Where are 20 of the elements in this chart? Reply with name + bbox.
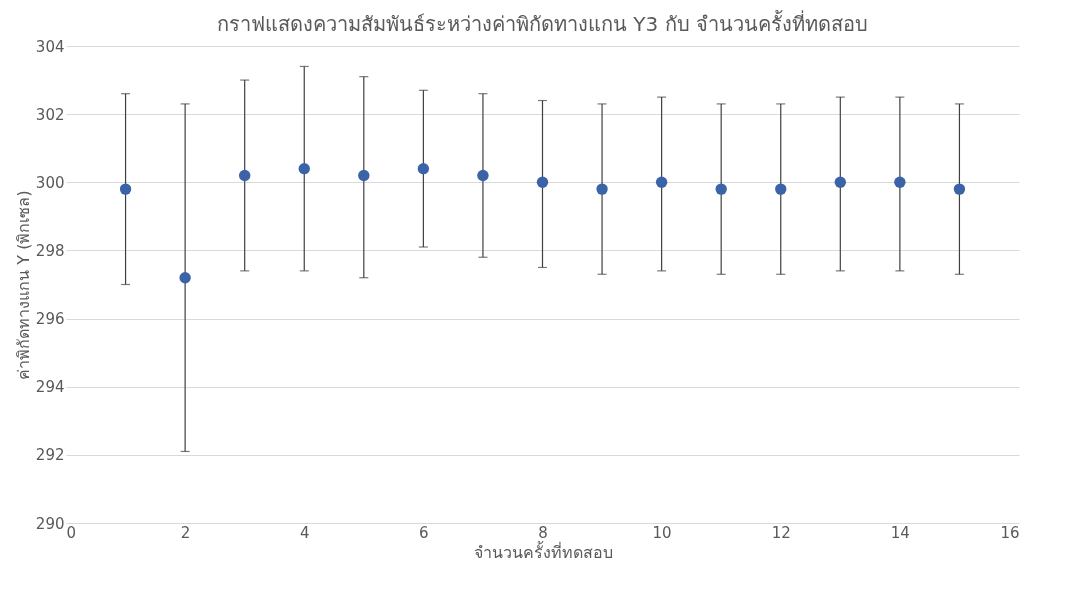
x-tick-label: 6 — [419, 523, 429, 542]
y-tick-label: 302 — [35, 105, 65, 124]
x-tick-label: 8 — [538, 523, 548, 542]
x-tick-label: 0 — [66, 523, 77, 542]
y-tick-label: 296 — [35, 310, 65, 329]
x-tick-label: 16 — [1000, 523, 1020, 542]
x-tick-label: 10 — [652, 523, 672, 542]
y-tick-label: 292 — [35, 446, 65, 465]
x-tick-label: 2 — [180, 523, 191, 542]
x-tick-label: 14 — [890, 523, 910, 542]
chart-title: กราฟแสดงความสัมพันธ์ระหว่างค่าพิกัดทางแกน Y3 กับ จำนวนครั้งที่ทดสอบ — [216, 10, 869, 36]
y-tick-label: 294 — [35, 378, 65, 397]
y-tick-label: 304 — [35, 37, 65, 56]
x-axis-title: จำนวนครั้งที่ทดสอบ — [473, 540, 613, 562]
y-tick-label: 290 — [35, 514, 65, 533]
x-tick-label: 4 — [299, 523, 310, 542]
y-tick-label: 300 — [35, 173, 65, 192]
y-tick-label: 298 — [35, 241, 65, 260]
y-axis-title: ค่าพิกัดทางแกน Y (พิกเซล) — [13, 190, 33, 380]
x-tick-label: 12 — [771, 523, 791, 542]
